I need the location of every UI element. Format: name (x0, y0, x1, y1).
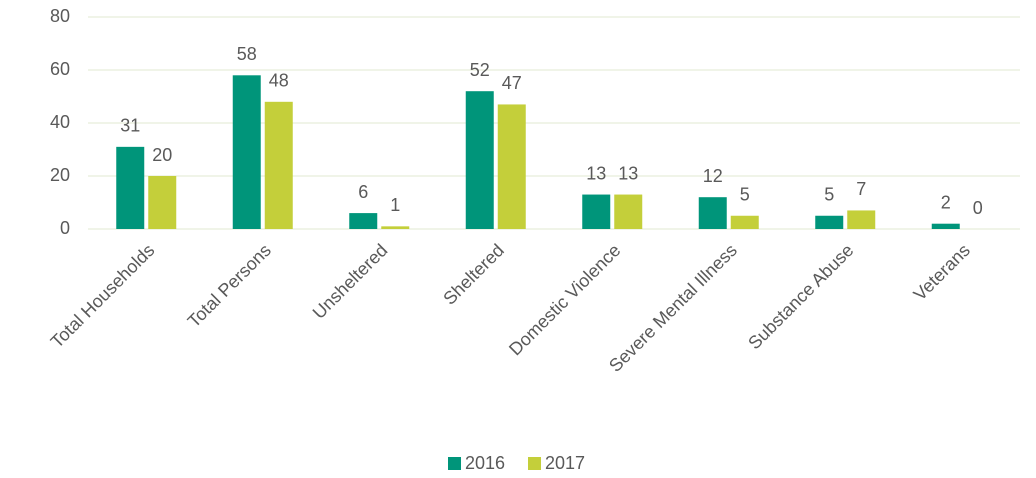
legend-swatch (528, 457, 541, 470)
y-tick-label: 60 (50, 59, 70, 79)
data-label: 58 (237, 44, 257, 64)
legend-label: 2016 (465, 453, 505, 473)
data-label: 12 (703, 166, 723, 186)
x-tick-label: Severe Mental Illness (605, 240, 741, 376)
data-label: 1 (390, 195, 400, 215)
bar (847, 210, 876, 229)
data-label: 13 (586, 163, 606, 183)
data-label: 7 (856, 179, 866, 199)
x-tick-label: Substance Abuse (744, 240, 857, 353)
bar (931, 223, 960, 229)
data-label: 5 (824, 185, 834, 205)
x-tick-label: Veterans (910, 240, 974, 304)
data-label: 6 (358, 182, 368, 202)
x-tick-label: Total Persons (184, 240, 275, 331)
legend-swatch (448, 457, 461, 470)
bar (815, 215, 844, 229)
x-tick-label: Sheltered (439, 240, 508, 309)
bar (381, 226, 410, 229)
legend-label: 2017 (545, 453, 585, 473)
bar (698, 197, 727, 229)
data-label: 20 (152, 145, 172, 165)
y-tick-label: 0 (60, 218, 70, 238)
data-label: 0 (973, 198, 983, 218)
y-tick-label: 20 (50, 165, 70, 185)
bar (465, 91, 494, 229)
data-label: 2 (941, 192, 951, 212)
x-tick-label: Unsheltered (309, 240, 392, 323)
bar (730, 215, 759, 229)
data-label: 31 (120, 116, 140, 136)
bar (148, 176, 177, 229)
bar (116, 146, 145, 229)
x-tick-label: Domestic Violence (505, 240, 624, 359)
bar (614, 194, 643, 229)
data-label: 47 (502, 73, 522, 93)
bar (264, 101, 293, 229)
x-tick-label: Total Households (47, 240, 159, 352)
data-label: 48 (269, 71, 289, 91)
data-label: 13 (618, 163, 638, 183)
bar (497, 104, 526, 229)
bar (232, 75, 261, 229)
bar (582, 194, 611, 229)
y-tick-label: 40 (50, 112, 70, 132)
data-label: 52 (470, 60, 490, 80)
data-label: 5 (740, 185, 750, 205)
y-tick-label: 80 (50, 6, 70, 26)
bar (349, 213, 378, 229)
